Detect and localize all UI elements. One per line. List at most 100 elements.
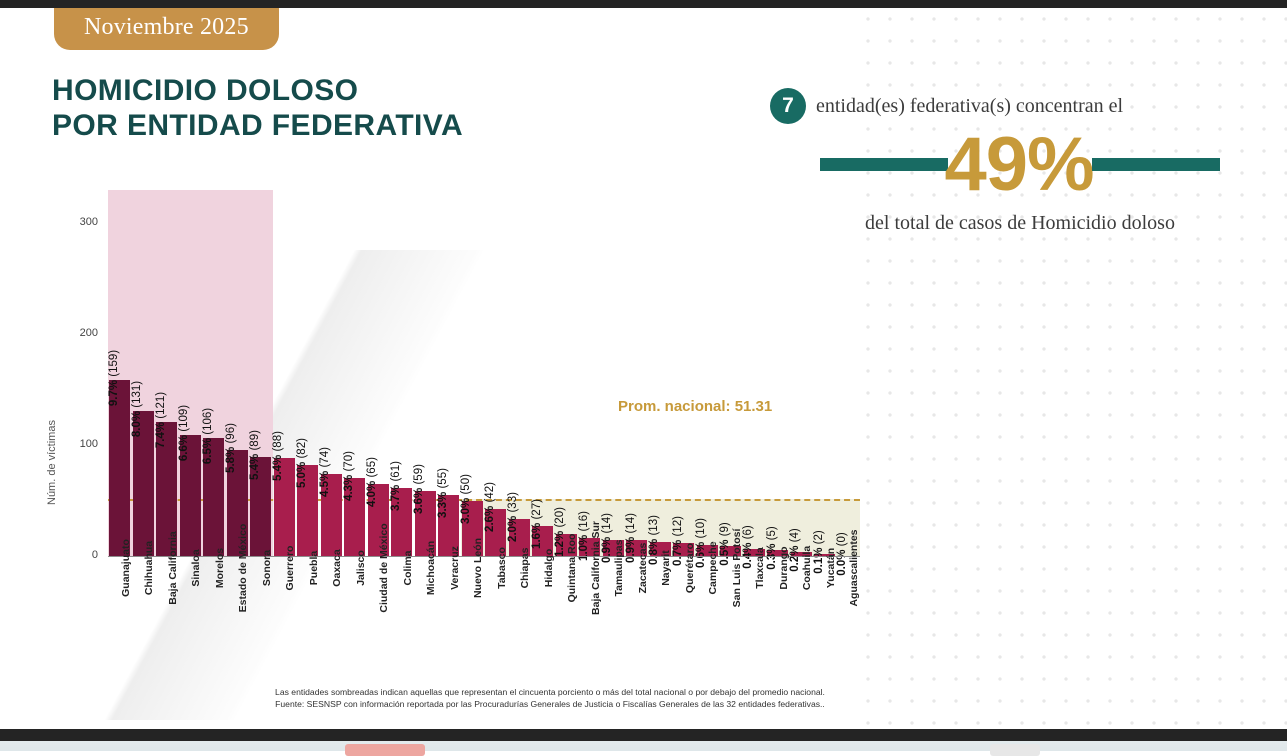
- bar[interactable]: 7.4% (121): [155, 392, 178, 556]
- bar-column[interactable]: 0.8% (13): [648, 190, 673, 565]
- y-axis-tick: 100: [79, 438, 98, 451]
- x-axis-label-text: Guerrero: [284, 545, 297, 591]
- bar[interactable]: 3.0% (50): [460, 474, 483, 556]
- bar[interactable]: 2.0% (33): [507, 492, 530, 556]
- bar[interactable]: 6.6% (109): [178, 405, 201, 556]
- bar[interactable]: 8.0% (131): [131, 381, 154, 556]
- x-axis-label: Veracruz: [437, 546, 461, 702]
- bar-column[interactable]: 1.6% (27): [531, 190, 555, 556]
- x-axis-label-text: Morelos: [213, 547, 226, 589]
- bar[interactable]: 0.7% (12): [672, 516, 695, 566]
- bar-column[interactable]: 0.5% (9): [719, 190, 743, 566]
- x-axis-label: Quintana Roo: [555, 534, 578, 702]
- bar-column[interactable]: 9.7% (159): [108, 190, 132, 556]
- bar[interactable]: 0.0% (0): [836, 532, 859, 575]
- bar[interactable]: 2.6% (42): [484, 482, 507, 556]
- x-axis-line: [108, 556, 860, 557]
- bar-column[interactable]: 3.3% (55): [437, 190, 461, 556]
- national-average-label: Prom. nacional: 51.31: [618, 398, 773, 415]
- bar-column[interactable]: 5.8% (96): [225, 190, 250, 556]
- rule-right-decoration: [1091, 158, 1220, 172]
- bar[interactable]: 0.9% (14): [625, 514, 648, 563]
- bar-column[interactable]: 0.4% (6): [742, 190, 767, 569]
- bar-column[interactable]: 7.4% (121): [155, 190, 179, 556]
- bar[interactable]: 5.0% (82): [296, 438, 319, 556]
- bar[interactable]: 0.8% (13): [648, 515, 671, 565]
- bar-column[interactable]: 0.9% (14): [601, 190, 626, 563]
- bar-value-label: 3.3% (55): [436, 468, 449, 518]
- bar-column[interactable]: 4.5% (74): [319, 190, 344, 556]
- bar[interactable]: 0.1% (2): [813, 530, 836, 574]
- bar-column[interactable]: 3.7% (61): [390, 190, 414, 556]
- bar[interactable]: 5.4% (88): [272, 431, 295, 556]
- summary-stat-block: 7 entidad(es) federativa(s) concentran e…: [770, 88, 1270, 235]
- bar-value-label: 1.2% (20): [554, 506, 567, 557]
- bottom-accent-bar: [0, 729, 1287, 741]
- bar[interactable]: 4.3% (70): [343, 451, 366, 556]
- bar-column[interactable]: 0.7% (12): [672, 190, 696, 566]
- bar-column[interactable]: 0.9% (14): [625, 190, 649, 563]
- x-axis-label: Sonora: [249, 550, 273, 702]
- bar[interactable]: 0.4% (6): [742, 526, 765, 569]
- x-axis-label-text: Durango: [777, 546, 790, 590]
- bar[interactable]: 1.2% (20): [554, 507, 577, 557]
- bar-column[interactable]: 6.5% (106): [202, 190, 226, 556]
- bar-column[interactable]: 0.6% (10): [695, 190, 720, 568]
- bar[interactable]: 1.0% (16): [578, 511, 601, 561]
- bar-chart: Núm. de víctimas 0 100 200 300 9.7% (159) 8.…: [0, 190, 900, 690]
- bar-column[interactable]: 0.3% (5): [766, 190, 790, 570]
- bar-column[interactable]: 1.0% (16): [578, 190, 602, 561]
- top-accent-bar: [0, 0, 1287, 8]
- bar[interactable]: 4.5% (74): [319, 447, 342, 556]
- bar-column[interactable]: 4.0% (65): [366, 190, 391, 556]
- bar-column[interactable]: 2.0% (33): [507, 190, 532, 556]
- x-axis-label-text: Quintana Roo: [566, 533, 579, 603]
- bar-value-label: 5.4% (89): [248, 430, 261, 481]
- bar[interactable]: 3.6% (59): [413, 464, 436, 556]
- bar-column[interactable]: 8.0% (131): [131, 190, 156, 556]
- bar[interactable]: 0.3% (5): [766, 527, 789, 570]
- bar-value-label: 5.0% (82): [295, 438, 308, 488]
- bar-column[interactable]: 4.3% (70): [343, 190, 367, 556]
- x-axis-label: Sinaloa: [179, 549, 202, 702]
- bar-column[interactable]: 0.0% (0): [836, 190, 861, 575]
- x-axis-label-text: Tlaxcala: [754, 547, 767, 589]
- bar-column[interactable]: 5.4% (88): [272, 190, 297, 556]
- bar[interactable]: 6.5% (106): [202, 408, 225, 556]
- bar-column[interactable]: 1.2% (20): [554, 190, 579, 557]
- bar[interactable]: 0.2% (4): [789, 528, 812, 571]
- x-axis-label-text: Oaxaca: [331, 549, 344, 587]
- bar[interactable]: 3.3% (55): [437, 468, 460, 556]
- footnote: Las entidades sombreadas indican aquella…: [0, 686, 1100, 710]
- bar[interactable]: 0.9% (14): [601, 514, 624, 563]
- bar-value-label: 0.7% (12): [671, 515, 684, 566]
- bar-column[interactable]: 0.2% (4): [789, 190, 814, 571]
- bar[interactable]: 0.6% (10): [695, 518, 718, 568]
- bar-value-label: 1.6% (27): [530, 499, 543, 549]
- bar-column[interactable]: 3.6% (59): [413, 190, 438, 556]
- bar-column[interactable]: 0.1% (2): [813, 190, 837, 574]
- bar[interactable]: 3.7% (61): [390, 461, 413, 556]
- bar-value-label: 3.0% (50): [460, 473, 473, 524]
- x-axis-labels: Guanajuato Chihuahua Baja California Sinalo…: [108, 521, 861, 702]
- summary-stat-line1: 7 entidad(es) federativa(s) concentran e…: [770, 88, 1270, 124]
- bar[interactable]: 4.0% (65): [366, 457, 389, 556]
- bar[interactable]: 0.5% (9): [719, 522, 742, 566]
- x-axis-label-text: Ciudad de México: [378, 523, 391, 613]
- month-pill: Noviembre 2025: [54, 8, 279, 50]
- bar[interactable]: 1.6% (27): [531, 499, 554, 556]
- bar-column[interactable]: 2.6% (42): [484, 190, 508, 556]
- x-axis-label: Michoacán: [414, 541, 437, 702]
- bar-column[interactable]: 3.0% (50): [460, 190, 485, 556]
- x-axis-label-text: Coahuila: [801, 545, 814, 591]
- bar-series: 9.7% (159) 8.0% (131) 7.4% (121) 6.6% (109)…: [108, 190, 861, 575]
- summary-stat-line2: del total de casos de Homicidio doloso: [865, 211, 1175, 234]
- bar-column[interactable]: 6.6% (109): [178, 190, 203, 556]
- bar[interactable]: 9.7% (159): [108, 350, 131, 556]
- bar[interactable]: 5.8% (96): [225, 423, 248, 556]
- bar[interactable]: 5.4% (89): [249, 430, 272, 556]
- x-axis-label-text: Querétaro: [683, 542, 696, 594]
- bar-column[interactable]: 5.4% (89): [249, 190, 273, 556]
- bar-value-label: 8.0% (131): [131, 380, 144, 437]
- bar-column[interactable]: 5.0% (82): [296, 190, 320, 556]
